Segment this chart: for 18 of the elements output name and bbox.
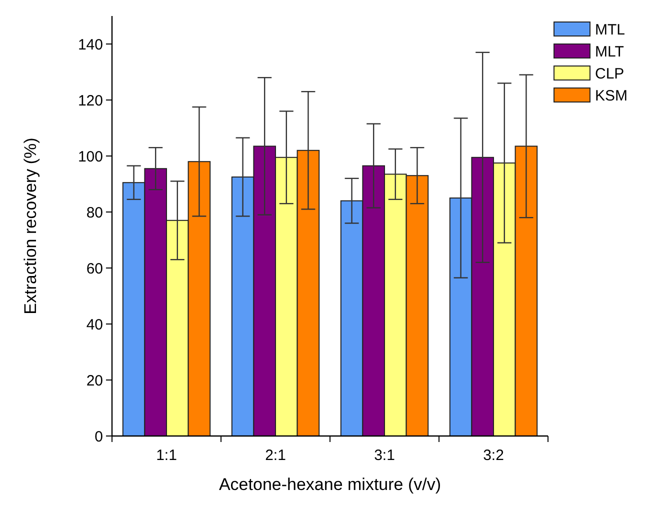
y-tick-label: 80 xyxy=(86,204,103,222)
x-tick-label: 3:1 xyxy=(374,447,395,464)
x-axis-title: Acetone-hexane mixture (v/v) xyxy=(218,475,442,494)
y-tick-label: 60 xyxy=(86,260,103,278)
y-tick-label: 120 xyxy=(78,92,103,110)
legend-label: KSM xyxy=(595,87,628,104)
y-tick-label: 100 xyxy=(78,148,103,166)
y-tick-label: 40 xyxy=(86,316,103,334)
x-tick-label: 3:2 xyxy=(483,447,504,464)
y-tick-label: 20 xyxy=(86,372,103,390)
x-tick-label: 2:1 xyxy=(265,447,286,464)
x-tick-label: 1:1 xyxy=(156,447,177,464)
y-tick-label: 140 xyxy=(78,36,103,54)
legend-label: CLP xyxy=(595,65,624,82)
y-axis-title: Extraction recovery (%) xyxy=(21,138,40,314)
legend-label: MLT xyxy=(595,43,624,60)
legend-label: MTL xyxy=(595,21,625,38)
y-tick-label: 0 xyxy=(94,428,103,446)
